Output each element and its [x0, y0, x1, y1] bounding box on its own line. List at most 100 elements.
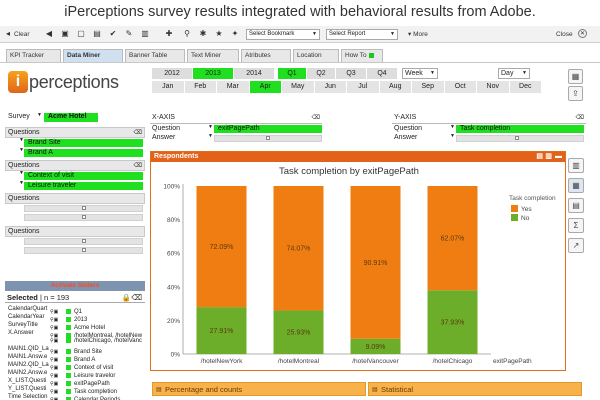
back-arrow-icon[interactable]: ◀ — [45, 29, 53, 38]
chevron-down-icon[interactable]: ▼ — [19, 147, 24, 153]
lock-icon[interactable]: ▣ — [61, 29, 69, 38]
activate-sliders-button[interactable]: Activate Sliders — [5, 281, 145, 291]
quarter-q3[interactable]: Q3 — [336, 68, 366, 79]
table-icon[interactable]: ▤ — [568, 198, 584, 213]
search-lock-icon[interactable]: ⚲▣ — [50, 373, 59, 379]
chevron-down-icon[interactable]: ▼ — [208, 124, 213, 130]
export-icon[interactable]: ⇪ — [568, 86, 583, 101]
day-select[interactable]: Day ▼ — [498, 68, 530, 79]
y-answer-field[interactable] — [456, 135, 584, 142]
month-may[interactable]: May — [282, 81, 314, 93]
close-icon[interactable]: ✕ — [578, 29, 587, 38]
month-dec[interactable]: Dec — [509, 81, 541, 93]
clear-selection-icon[interactable]: ⌫ — [311, 115, 320, 121]
clear-button[interactable]: Clear — [14, 31, 30, 38]
checkbox[interactable] — [82, 239, 86, 243]
back-icon[interactable]: ◂ — [5, 29, 10, 38]
tab-percentage-and-counts[interactable]: ▤ Percentage and counts — [152, 382, 366, 396]
month-sep[interactable]: Sep — [412, 81, 444, 93]
tab-banner-table[interactable]: Banner Table — [125, 49, 185, 62]
search-lock-icon[interactable]: ⚲▣ — [50, 349, 59, 355]
bookmark-add-icon[interactable]: ✱ — [199, 29, 207, 38]
tab-location[interactable]: Location — [293, 49, 339, 62]
clear-selection-icon[interactable]: ⌫ — [575, 115, 584, 121]
tab-statistical[interactable]: ▤ Statistical — [368, 382, 582, 396]
unlock-icon[interactable]: ▢ — [77, 29, 85, 38]
stacked-chart-icon[interactable]: ▦ — [568, 178, 584, 193]
search-lock-icon[interactable]: ⚲▣ — [50, 389, 59, 395]
search-lock-icon[interactable]: ⚲▣ — [50, 397, 59, 400]
tab-kpi-tracker[interactable]: KPI Tracker — [6, 49, 61, 62]
quarter-q2[interactable]: Q2 — [307, 68, 335, 79]
year-2012[interactable]: 2012 — [152, 68, 192, 79]
chevron-down-icon[interactable]: ▼ — [450, 133, 455, 139]
question-1-value[interactable]: Brand Site — [24, 139, 143, 147]
check-icon[interactable]: ✔ — [109, 29, 117, 38]
x-question-value[interactable]: exitPagePath — [214, 125, 322, 133]
search-lock-icon[interactable]: ⚲▣ — [50, 309, 59, 315]
month-mar[interactable]: Mar — [217, 81, 249, 93]
month-apr[interactable]: Apr — [249, 81, 281, 93]
search-lock-icon[interactable]: ⚲▣ — [50, 325, 59, 331]
answer-1-value[interactable]: Brand A — [24, 149, 143, 157]
search-lock-icon[interactable]: ⚲▣ — [50, 333, 59, 339]
clear-selection-icon[interactable]: ⌫ — [133, 130, 142, 136]
bookmark-icon[interactable]: ✦ — [231, 29, 239, 38]
search-lock-icon[interactable]: ⚲▣ — [50, 338, 59, 344]
tab-data-miner[interactable]: Data Miner — [63, 49, 123, 62]
edit-icon[interactable]: ✎ — [125, 29, 133, 38]
y-question-value[interactable]: Task completion — [456, 125, 584, 133]
week-select[interactable]: Week ▼ — [402, 68, 438, 79]
more-button[interactable]: ▾ More — [408, 31, 428, 38]
answer-2-value[interactable]: Leisure traveler — [24, 182, 143, 190]
sum-icon[interactable]: Σ — [568, 218, 584, 233]
minimize-icon[interactable]: ▬ — [555, 153, 562, 160]
trend-icon[interactable]: ↗ — [568, 238, 584, 253]
search-lock-icon[interactable]: ⚲▣ — [50, 357, 59, 363]
month-feb[interactable]: Feb — [184, 81, 216, 93]
quarter-q1[interactable]: Q1 — [278, 68, 306, 79]
bookmark-select[interactable]: Select Bookmark ▼ — [246, 29, 320, 40]
bar-chart-icon[interactable]: ▥ — [568, 158, 584, 173]
chevron-down-icon[interactable]: ▼ — [19, 180, 24, 186]
close-button[interactable]: Close — [556, 31, 573, 38]
chevron-down-icon[interactable]: ▼ — [450, 124, 455, 130]
report-icon[interactable]: ▥ — [141, 29, 149, 38]
report-select[interactable]: Select Report ▼ — [326, 29, 398, 40]
checkbox[interactable] — [82, 206, 86, 210]
search-lock-icon[interactable]: ⚲▣ — [50, 381, 59, 387]
question-2-value[interactable]: Context of visit — [24, 172, 143, 180]
quarter-q4[interactable]: Q4 — [367, 68, 397, 79]
checkbox[interactable] — [515, 136, 519, 140]
month-jan[interactable]: Jan — [152, 81, 184, 93]
tab-text-miner[interactable]: Text Miner — [187, 49, 239, 62]
month-nov[interactable]: Nov — [477, 81, 509, 93]
month-oct[interactable]: Oct — [444, 81, 476, 93]
checkbox[interactable] — [266, 136, 270, 140]
month-jul[interactable]: Jul — [347, 81, 379, 93]
star-icon[interactable]: ★ — [215, 29, 223, 38]
chevron-down-icon[interactable]: ▼ — [37, 112, 42, 118]
checkbox[interactable] — [82, 215, 86, 219]
year-2013[interactable]: 2013 — [193, 68, 233, 79]
checkbox[interactable] — [82, 248, 86, 252]
tab-atributes[interactable]: Atributes — [241, 49, 291, 62]
tab-how-to[interactable]: How To — [341, 49, 383, 62]
clear-all-icon[interactable]: ⌫ — [131, 293, 142, 302]
print-icon[interactable]: ▥ — [545, 153, 552, 160]
chevron-down-icon[interactable]: ▼ — [208, 133, 213, 139]
search-lock-icon[interactable]: ⚲▣ — [50, 317, 59, 323]
lock-all-icon[interactable]: ▤ — [93, 29, 101, 38]
chevron-down-icon[interactable]: ▼ — [19, 137, 24, 143]
calendar-icon[interactable]: ▦ — [568, 69, 583, 84]
search-icon[interactable]: ⚲ — [184, 29, 190, 38]
clear-selection-icon[interactable]: ⌫ — [133, 163, 142, 169]
month-aug[interactable]: Aug — [379, 81, 411, 93]
survey-value[interactable]: Acme Hotel — [44, 113, 98, 122]
month-jun[interactable]: Jun — [314, 81, 346, 93]
export-excel-icon[interactable]: ▤ — [536, 153, 543, 160]
year-2014[interactable]: 2014 — [234, 68, 274, 79]
search-lock-icon[interactable]: ⚲▣ — [50, 365, 59, 371]
chevron-down-icon[interactable]: ▼ — [19, 170, 24, 176]
add-icon[interactable]: ✚ — [165, 29, 173, 38]
